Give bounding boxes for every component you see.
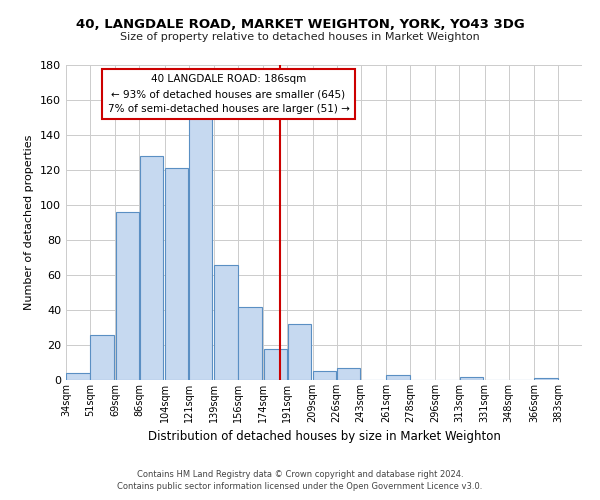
Bar (313, 371, 336, 380)
Bar (91, 334, 113, 380)
Bar (238, 306, 262, 380)
Bar (140, 156, 163, 380)
Bar (67, 373, 89, 380)
Bar (264, 348, 287, 380)
Text: Size of property relative to detached houses in Market Weighton: Size of property relative to detached ho… (120, 32, 480, 42)
Y-axis label: Number of detached properties: Number of detached properties (25, 135, 34, 310)
Bar (214, 264, 238, 380)
X-axis label: Distribution of detached houses by size in Market Weighton: Distribution of detached houses by size … (148, 430, 500, 444)
Bar (116, 212, 139, 380)
Bar (337, 368, 360, 380)
Bar (460, 376, 483, 380)
Bar (386, 375, 410, 380)
Text: 40 LANGDALE ROAD: 186sqm
← 93% of detached houses are smaller (645)
7% of semi-d: 40 LANGDALE ROAD: 186sqm ← 93% of detach… (107, 74, 349, 114)
Bar (165, 168, 188, 380)
Text: Contains public sector information licensed under the Open Government Licence v3: Contains public sector information licen… (118, 482, 482, 491)
Text: 40, LANGDALE ROAD, MARKET WEIGHTON, YORK, YO43 3DG: 40, LANGDALE ROAD, MARKET WEIGHTON, YORK… (76, 18, 524, 30)
Bar (535, 378, 557, 380)
Bar (288, 324, 311, 380)
Text: Contains HM Land Registry data © Crown copyright and database right 2024.: Contains HM Land Registry data © Crown c… (137, 470, 463, 479)
Bar (189, 116, 212, 380)
